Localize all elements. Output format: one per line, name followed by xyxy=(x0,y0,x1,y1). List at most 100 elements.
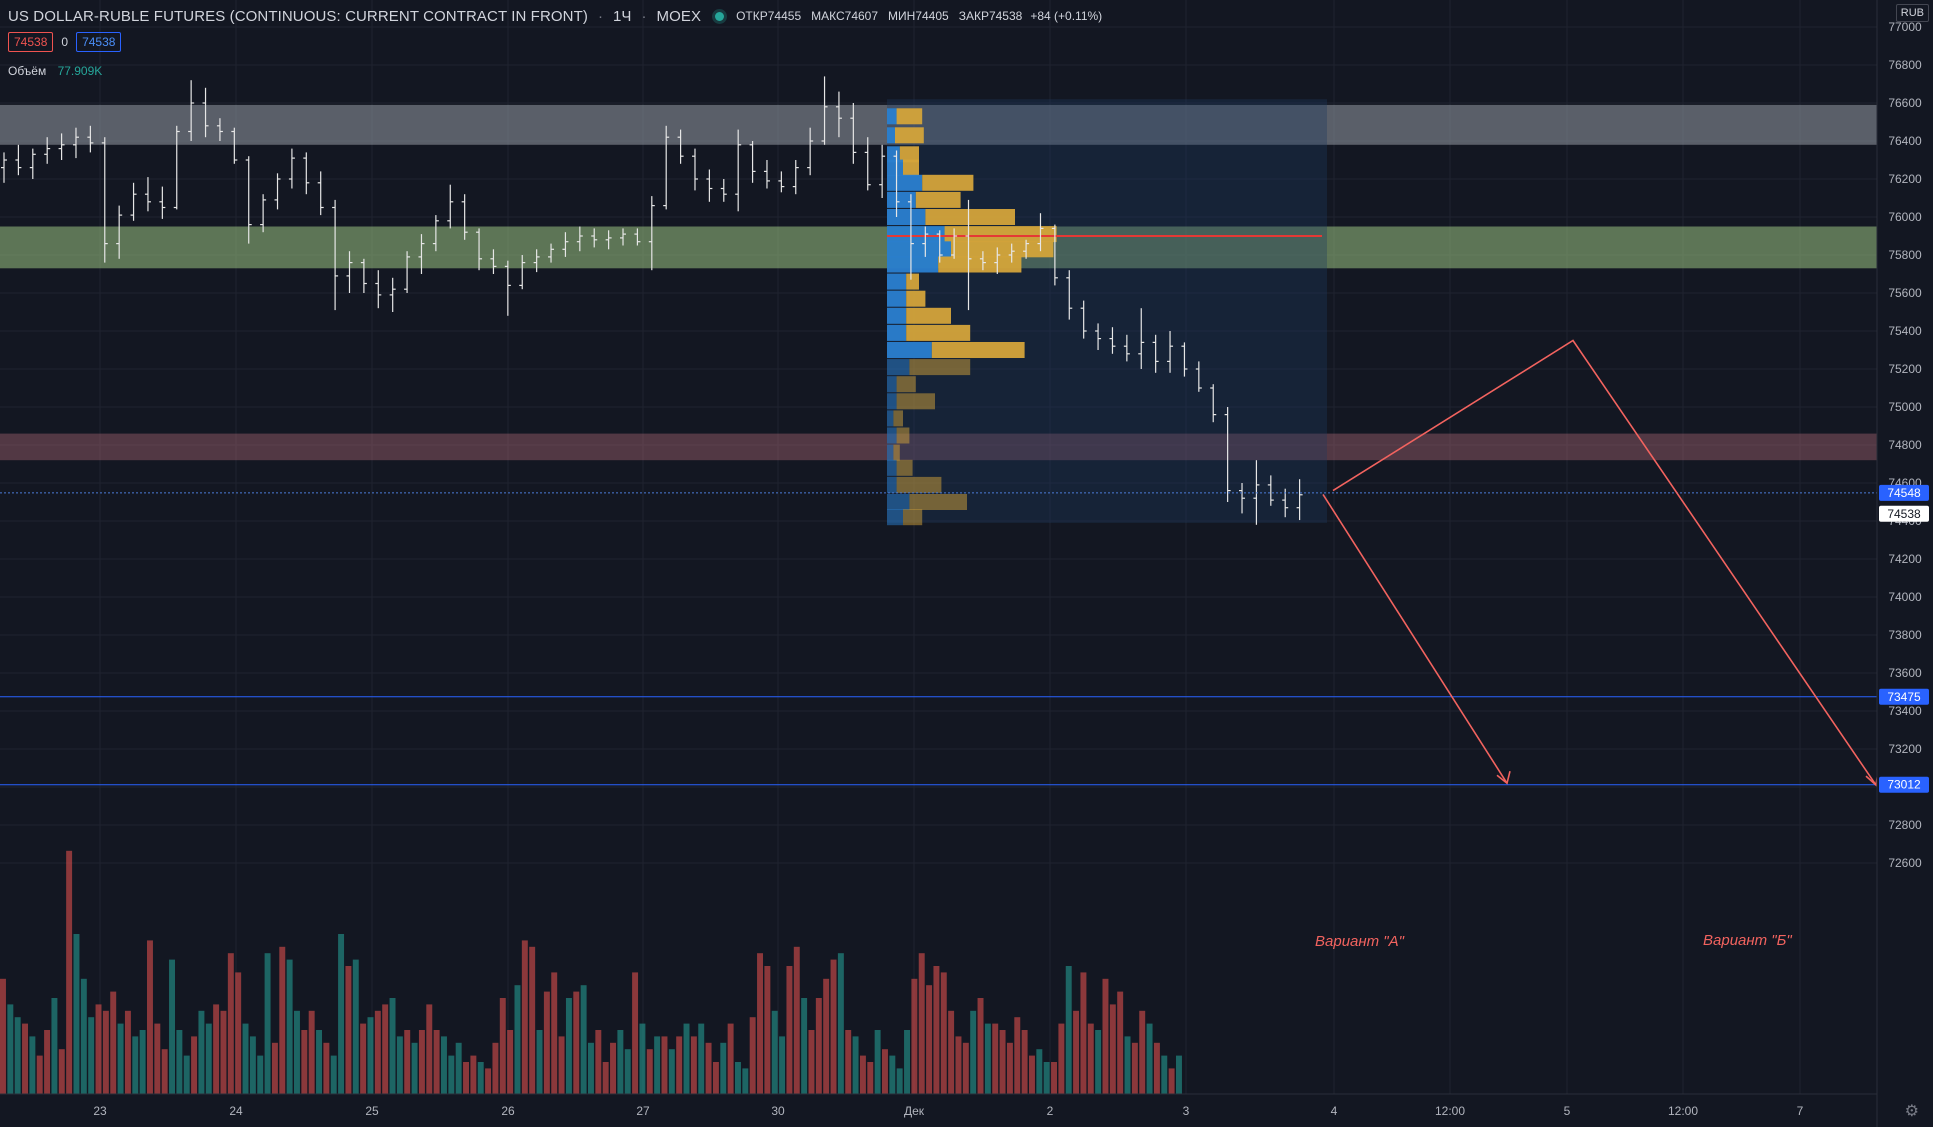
volume-bar xyxy=(367,1017,374,1094)
volume-bar xyxy=(661,1036,668,1094)
volume-bar xyxy=(1065,966,1072,1094)
volume-bar xyxy=(779,1036,786,1094)
volume-bar xyxy=(977,998,984,1094)
volume-bar xyxy=(73,934,80,1094)
volume-bar xyxy=(0,978,6,1094)
volume-profile-range xyxy=(887,99,1327,523)
price-tick-label: 75400 xyxy=(1888,324,1922,338)
volume-bar xyxy=(169,959,175,1094)
time-tick-label: 12:00 xyxy=(1435,1104,1465,1118)
volume-profile-up-bar xyxy=(887,307,907,324)
volume-bar xyxy=(345,966,352,1094)
price-badge-label: 73012 xyxy=(1887,778,1921,792)
volume-value: 77.909K xyxy=(57,64,103,78)
price-tick-label: 72600 xyxy=(1888,856,1922,870)
volume-bar xyxy=(22,1023,28,1094)
volume-bar xyxy=(749,1017,756,1094)
price-badge-label: 74548 xyxy=(1887,486,1921,500)
volume-legend[interactable]: Объём 77.909K xyxy=(8,64,102,78)
volume-bar xyxy=(161,1049,168,1094)
volume-bar xyxy=(720,1042,727,1094)
volume-profile-up-bar xyxy=(887,342,932,358)
volume-profile-up-bar xyxy=(887,393,897,410)
volume-profile-up-bar xyxy=(887,191,916,208)
currency-badge[interactable]: RUB xyxy=(1895,4,1929,22)
volume-bars xyxy=(0,850,1182,1094)
volume-profile-up-bar xyxy=(887,108,897,125)
price-tick-label: 73600 xyxy=(1888,666,1922,680)
volume-bar xyxy=(88,1017,95,1094)
price-tick-label: 73400 xyxy=(1888,704,1922,718)
volume-bar xyxy=(1058,1023,1065,1094)
volume-bar xyxy=(624,1049,631,1094)
volume-profile-down-bar xyxy=(951,241,1054,258)
volume-bar xyxy=(764,966,771,1094)
price-tick-label: 73800 xyxy=(1888,628,1922,642)
volume-bar xyxy=(558,1036,565,1094)
change-value: +84 (+0.11%) xyxy=(1030,9,1103,23)
volume-bar xyxy=(588,1042,594,1094)
volume-bar xyxy=(29,1036,36,1094)
volume-profile-up-bar xyxy=(887,226,945,243)
time-tick-label: 30 xyxy=(771,1104,785,1118)
volume-bar xyxy=(301,1030,308,1094)
volume-bar xyxy=(1021,1030,1028,1094)
price-tick-label: 75000 xyxy=(1888,400,1922,414)
volume-bar xyxy=(801,998,808,1094)
volume-bar xyxy=(492,1042,499,1094)
volume-profile-up-bar xyxy=(887,241,951,258)
scenario-b-label: Вариант "Б" xyxy=(1703,932,1792,949)
interval-label[interactable]: 1Ч xyxy=(612,7,632,25)
volume-bar xyxy=(1146,1023,1153,1094)
volume-bar xyxy=(330,1055,337,1094)
sell-button[interactable]: 74538 xyxy=(8,32,54,52)
symbol-separator: · xyxy=(597,7,603,25)
volume-bar xyxy=(999,1030,1006,1094)
volume-profile-up-bar xyxy=(887,376,897,393)
volume-bar xyxy=(117,1023,124,1094)
volume-bar xyxy=(191,1036,198,1094)
volume-bar xyxy=(198,1010,205,1094)
volume-bar xyxy=(1102,978,1109,1094)
volume-bar xyxy=(955,1036,962,1094)
time-tick-label: 27 xyxy=(636,1104,650,1118)
symbol-name[interactable]: US DOLLAR-RUBLE FUTURES (CONTINUOUS: CUR… xyxy=(8,7,588,25)
volume-bar xyxy=(771,1010,778,1094)
volume-profile-down-bar xyxy=(938,256,1022,273)
volume-profile-up-bar xyxy=(887,444,894,461)
market-status-icon[interactable] xyxy=(715,11,725,21)
volume-bar xyxy=(382,1004,389,1094)
volume-bar xyxy=(132,1036,139,1094)
close-label: ЗАКР xyxy=(958,9,989,23)
volume-bar xyxy=(235,972,242,1094)
volume-bar xyxy=(308,1010,315,1094)
volume-bar xyxy=(1051,1062,1057,1094)
volume-profile-down-bar xyxy=(895,127,924,144)
volume-bar xyxy=(418,1030,425,1094)
volume-bar xyxy=(220,1010,227,1094)
volume-bar xyxy=(338,934,345,1094)
volume-profile-down-bar xyxy=(931,342,1025,358)
volume-bar xyxy=(757,953,763,1094)
gear-icon[interactable]: ⚙ xyxy=(1904,1103,1919,1120)
high-value: 74607 xyxy=(844,9,879,23)
volume-bar xyxy=(249,1036,256,1094)
volume-bar xyxy=(352,959,359,1094)
symbol-header: US DOLLAR-RUBLE FUTURES (CONTINUOUS: CUR… xyxy=(8,6,1102,26)
volume-bar xyxy=(926,985,933,1094)
volume-profile-down-bar xyxy=(915,191,961,208)
buy-button[interactable]: 74538 xyxy=(76,32,122,52)
price-tick-label: 76400 xyxy=(1888,134,1922,148)
time-tick-label: 4 xyxy=(1331,1104,1338,1118)
volume-bar xyxy=(360,1023,367,1094)
volume-bar xyxy=(1073,1010,1080,1094)
volume-profile-down-bar xyxy=(944,226,1057,243)
volume-bar xyxy=(44,1030,51,1094)
price-axis-panel[interactable] xyxy=(1877,0,1933,1127)
volume-bar xyxy=(514,985,521,1094)
volume-profile-up-bar xyxy=(887,459,897,476)
volume-profile-up-bar xyxy=(887,290,907,307)
volume-profile-down-bar xyxy=(896,459,913,476)
volume-bar xyxy=(323,1042,330,1094)
